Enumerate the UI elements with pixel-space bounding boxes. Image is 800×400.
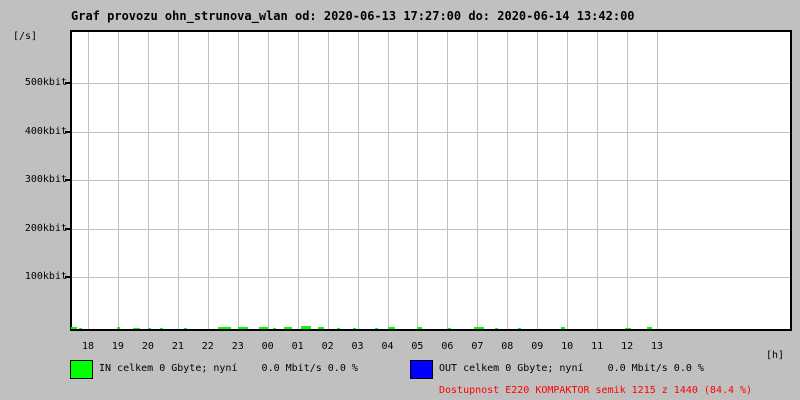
x-tick-label: 22: [201, 341, 214, 352]
out-series-swatch: [410, 360, 433, 379]
in-traffic-mark: [625, 328, 631, 329]
in-traffic-mark: [238, 327, 248, 329]
x-tick-label: 20: [141, 341, 154, 352]
x-tick-label: 00: [261, 341, 274, 352]
in-traffic-mark: [647, 327, 652, 329]
x-axis-unit-label: [h]: [766, 350, 785, 361]
x-tick-label: 03: [351, 341, 364, 352]
in-traffic-mark: [353, 328, 356, 329]
y-axis-tick: [65, 227, 70, 230]
in-traffic-mark: [273, 328, 276, 329]
x-tick-label: 23: [231, 341, 244, 352]
in-traffic-mark: [388, 327, 395, 329]
y-tick-label: 500kbit: [24, 77, 67, 88]
in-traffic-mark: [79, 328, 82, 329]
availability-text: Dostupnost E220 KOMPAKTOR semik 1215 z 1…: [439, 385, 753, 396]
y-gridline: [72, 277, 790, 278]
in-traffic-mark: [301, 326, 311, 329]
in-traffic-mark: [284, 327, 292, 329]
in-traffic-mark: [160, 328, 163, 329]
y-gridline: [72, 180, 790, 181]
x-tick-label: 08: [501, 341, 514, 352]
x-tick-label: 07: [471, 341, 484, 352]
x-tick-label: 12: [621, 341, 634, 352]
in-traffic-mark: [337, 328, 340, 329]
graph-title: Graf provozu ohn_strunova_wlan od: 2020-…: [71, 9, 635, 23]
x-tick-label: 13: [651, 341, 664, 352]
in-series-label: IN celkem 0 Gbyte; nyní 0.0 Mbit/s 0.0 %: [99, 363, 358, 374]
x-tick-label: 01: [291, 341, 304, 352]
in-traffic-mark: [318, 327, 324, 329]
x-tick-label: 11: [591, 341, 604, 352]
in-traffic-mark: [259, 327, 268, 329]
in-traffic-mark: [117, 327, 120, 329]
x-tick-label: 04: [381, 341, 394, 352]
in-series-swatch: [70, 360, 93, 379]
in-traffic-mark: [184, 328, 187, 329]
y-axis-tick: [65, 179, 70, 181]
in-traffic-mark: [417, 327, 422, 329]
in-traffic-mark: [474, 327, 484, 329]
y-tick-label: 400kbit: [24, 125, 67, 137]
x-tick-label: 06: [441, 341, 454, 352]
x-tick-label: 19: [111, 341, 124, 352]
y-gridline: [72, 83, 790, 84]
x-tick-label: 18: [81, 341, 95, 352]
in-traffic-mark: [71, 327, 77, 329]
in-traffic-mark: [448, 328, 451, 329]
in-traffic-mark: [561, 327, 565, 329]
y-axis-unit-label: [/s]: [13, 31, 38, 42]
x-tick-label: 02: [321, 341, 334, 352]
y-axis-tick: [65, 130, 70, 133]
y-gridline: [72, 131, 790, 133]
x-tick-label: 10: [561, 341, 574, 352]
in-traffic-mark: [218, 327, 231, 329]
y-axis-tick: [65, 276, 70, 278]
y-tick-label: 100kbit: [24, 271, 67, 282]
x-tick-label: 05: [411, 341, 424, 352]
out-series-label: OUT celkem 0 Gbyte; nyní 0.0 Mbit/s 0.0 …: [439, 363, 704, 374]
y-gridline: [72, 228, 790, 230]
in-traffic-mark: [133, 328, 140, 329]
in-traffic-mark: [148, 328, 151, 329]
x-tick-label: 21: [171, 341, 184, 352]
y-tick-label: 200kbit: [24, 222, 67, 234]
y-tick-label: 300kbit: [24, 174, 67, 185]
in-traffic-mark: [518, 328, 521, 329]
x-tick-label: 09: [531, 341, 544, 352]
y-axis-tick: [65, 82, 70, 84]
in-traffic-mark: [375, 328, 378, 329]
in-traffic-mark: [495, 328, 498, 329]
plot-area: [70, 30, 792, 331]
